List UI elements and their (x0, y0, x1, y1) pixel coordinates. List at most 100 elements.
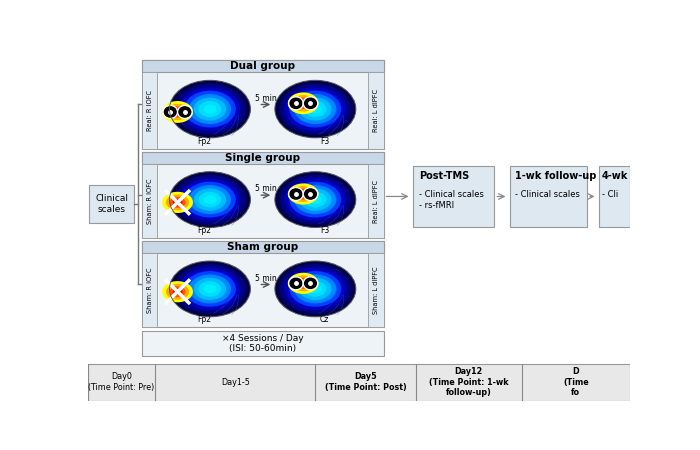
Text: Post-TMS: Post-TMS (419, 171, 470, 181)
Ellipse shape (175, 110, 180, 113)
Ellipse shape (204, 284, 216, 293)
Bar (141, 72, 158, 148)
Ellipse shape (288, 92, 318, 114)
Ellipse shape (304, 192, 327, 207)
Ellipse shape (166, 194, 189, 210)
Ellipse shape (285, 87, 346, 131)
Ellipse shape (169, 172, 251, 227)
Ellipse shape (299, 98, 332, 121)
Ellipse shape (292, 186, 315, 202)
Bar (141, 331, 384, 356)
Ellipse shape (275, 172, 356, 227)
Ellipse shape (162, 101, 193, 123)
Ellipse shape (301, 282, 305, 285)
Bar (141, 164, 158, 238)
Ellipse shape (280, 84, 351, 135)
Ellipse shape (303, 97, 318, 110)
Bar (141, 241, 384, 253)
Ellipse shape (175, 290, 180, 293)
Ellipse shape (199, 192, 221, 207)
Ellipse shape (292, 95, 315, 112)
Bar (89, 185, 134, 223)
Ellipse shape (294, 274, 337, 303)
Ellipse shape (295, 189, 312, 199)
Text: 5 min: 5 min (255, 184, 276, 194)
Ellipse shape (163, 105, 178, 118)
Text: Fp2: Fp2 (197, 137, 211, 146)
Ellipse shape (169, 106, 186, 117)
Ellipse shape (295, 278, 312, 289)
Text: ×4 Sessions / Day
(ISI: 50-60min): ×4 Sessions / Day (ISI: 50-60min) (222, 334, 304, 353)
Ellipse shape (294, 94, 337, 124)
Ellipse shape (166, 104, 189, 120)
Ellipse shape (309, 104, 322, 114)
Ellipse shape (173, 199, 183, 206)
Text: F3: F3 (320, 226, 329, 235)
Text: 4-wk: 4-wk (602, 171, 629, 181)
Ellipse shape (173, 288, 183, 295)
Bar (368, 253, 384, 327)
Ellipse shape (169, 286, 186, 297)
Bar (141, 60, 384, 148)
Text: Fp2: Fp2 (197, 315, 211, 324)
Bar (413, 166, 494, 227)
Ellipse shape (189, 274, 231, 303)
Text: 5 min: 5 min (255, 94, 276, 103)
Bar (368, 72, 384, 148)
Ellipse shape (184, 90, 236, 127)
Ellipse shape (285, 268, 346, 310)
Ellipse shape (289, 271, 342, 307)
Text: Sham: L dlPFC: Sham: L dlPFC (373, 266, 379, 314)
Ellipse shape (194, 98, 226, 121)
Text: Day5
(Time Point: Post): Day5 (Time Point: Post) (325, 372, 407, 392)
Ellipse shape (174, 264, 246, 314)
Ellipse shape (204, 104, 216, 114)
Ellipse shape (289, 90, 342, 127)
Ellipse shape (179, 87, 241, 131)
Text: - Clinical scales
- rs-fMRI: - Clinical scales - rs-fMRI (419, 190, 484, 210)
Ellipse shape (299, 278, 332, 300)
Text: Real: L dlPFC: Real: L dlPFC (373, 180, 379, 223)
Ellipse shape (304, 281, 327, 297)
Text: Clinical
scales: Clinical scales (95, 194, 128, 214)
Text: - Clinical scales: - Clinical scales (514, 190, 580, 199)
Text: D
(Time
fo: D (Time fo (563, 367, 589, 397)
Text: - Cli: - Cli (602, 190, 618, 199)
Ellipse shape (288, 277, 303, 290)
Bar (141, 152, 384, 238)
Ellipse shape (169, 261, 251, 317)
Ellipse shape (174, 84, 246, 135)
Ellipse shape (194, 189, 226, 211)
Ellipse shape (169, 80, 251, 138)
Ellipse shape (309, 284, 322, 293)
Ellipse shape (189, 94, 231, 124)
Ellipse shape (275, 261, 356, 317)
Text: Day1-5: Day1-5 (221, 378, 250, 387)
Text: 1-wk follow-up: 1-wk follow-up (514, 171, 596, 181)
Ellipse shape (166, 284, 189, 300)
Ellipse shape (280, 264, 351, 314)
Bar (141, 241, 384, 327)
Ellipse shape (275, 80, 356, 138)
Ellipse shape (194, 278, 226, 300)
Text: Dual group: Dual group (230, 61, 295, 71)
Text: Real: R IOFC: Real: R IOFC (146, 90, 153, 131)
Ellipse shape (304, 101, 327, 117)
Ellipse shape (179, 178, 241, 221)
Bar (141, 152, 384, 164)
Ellipse shape (288, 184, 318, 205)
Ellipse shape (288, 273, 318, 294)
Bar (141, 60, 384, 72)
Text: F3: F3 (320, 137, 329, 146)
Bar (599, 166, 630, 227)
Ellipse shape (189, 185, 231, 214)
Ellipse shape (179, 268, 241, 310)
Ellipse shape (175, 201, 180, 204)
Ellipse shape (174, 175, 246, 224)
Ellipse shape (289, 182, 342, 217)
Text: Cz: Cz (320, 315, 329, 324)
Ellipse shape (301, 193, 305, 196)
Ellipse shape (303, 277, 318, 290)
Text: Single group: Single group (225, 153, 300, 163)
Ellipse shape (184, 182, 236, 217)
